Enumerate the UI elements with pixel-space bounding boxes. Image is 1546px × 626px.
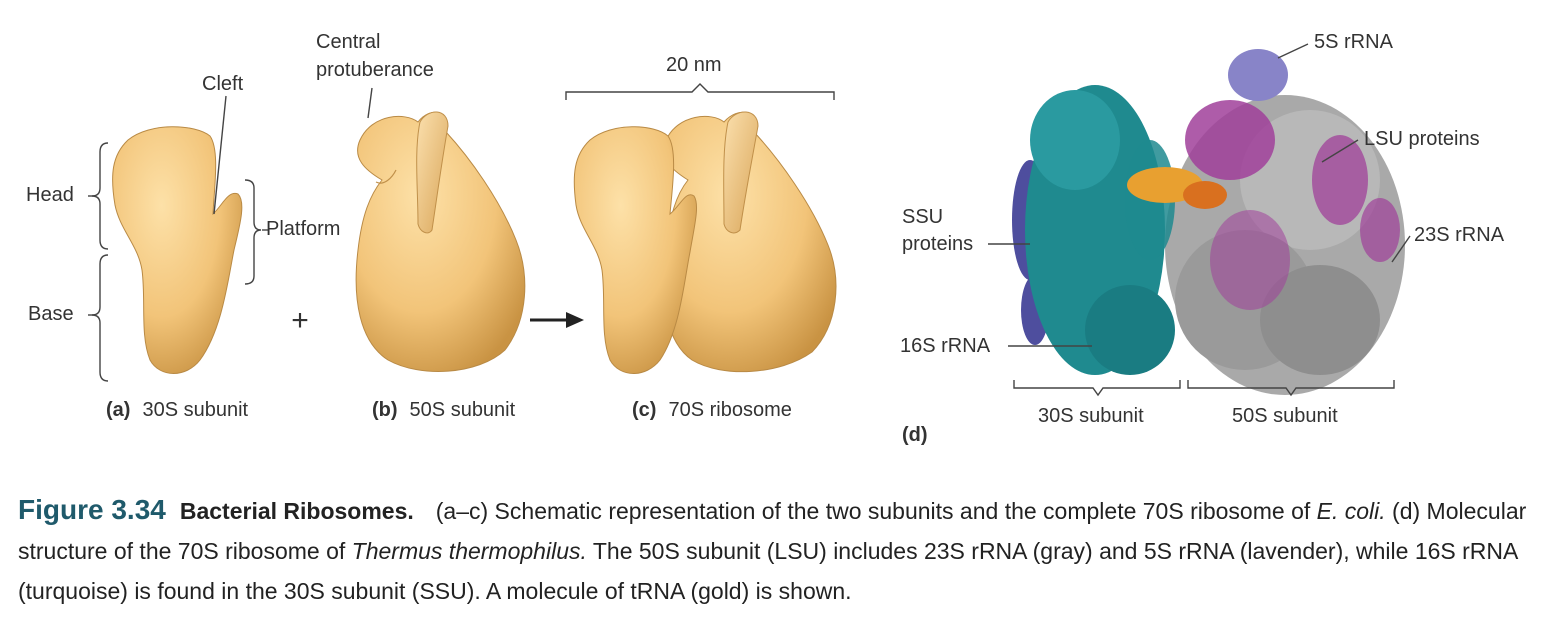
panel-d-letter: (d) [902,424,928,446]
subunit-30s-shape [113,127,242,374]
central-label: Central [316,31,380,54]
rrna-16s-label: 16S rRNA [900,335,990,358]
subunit-50s-label: 50S subunit [1232,405,1338,428]
panel-b-letter: (b) [372,399,398,421]
figure-caption: Figure 3.34 Bacterial Ribosomes. (a–c) Sch… [18,490,1533,611]
head-label: Head [26,184,74,207]
lsu-proteins-label: LSU proteins [1364,128,1480,151]
panel-b-label: 50S subunit [410,399,516,421]
panel-c-label: 70S ribosome [668,399,791,421]
panel-a-caption: (a) 30S subunit [106,399,248,422]
scale-label: 20 nm [666,54,722,77]
panel-d-caption: (d) [902,424,940,447]
arrow-icon [530,312,584,328]
subunit-30s-label: 30S subunit [1038,405,1144,428]
molecular-structure-70s [1012,49,1405,395]
figure: + [0,0,1546,470]
base-brace [92,255,108,381]
panel-b-caption: (b) 50S subunit [372,399,515,422]
brace-30s [1014,380,1180,395]
plus-sign: + [291,304,309,337]
ssu-proteins-label: proteins [902,233,973,256]
figure-title: Bacterial Ribosomes. [180,498,414,524]
cleft-label: Cleft [202,73,243,96]
caption-italic-2: Thermus thermophilus. [352,538,587,564]
scale-bar [566,84,834,100]
platform-brace [245,180,261,284]
protuberance-label: protuberance [316,59,434,82]
ssu-label: SSU [902,206,943,229]
panel-c-letter: (c) [632,399,656,421]
cleft-pointer [214,96,226,214]
rrna-23s-label: 23S rRNA [1414,224,1504,247]
panel-a-label: 30S subunit [142,399,248,421]
panel-a-letter: (a) [106,399,130,421]
figure-number: Figure 3.34 [18,494,166,525]
subunit-50s-shape [356,112,525,372]
ribosome-70s-shape [574,112,836,374]
platform-label: Platform [266,218,340,241]
base-label: Base [28,303,74,326]
caption-italic-1: E. coli. [1317,498,1386,524]
central-protuberance-pointer [368,88,372,118]
caption-text-1: (a–c) Schematic representation of the tw… [436,498,1317,524]
panel-c-caption: (c) 70S ribosome [632,399,792,422]
rrna-5s-label: 5S rRNA [1314,31,1393,54]
